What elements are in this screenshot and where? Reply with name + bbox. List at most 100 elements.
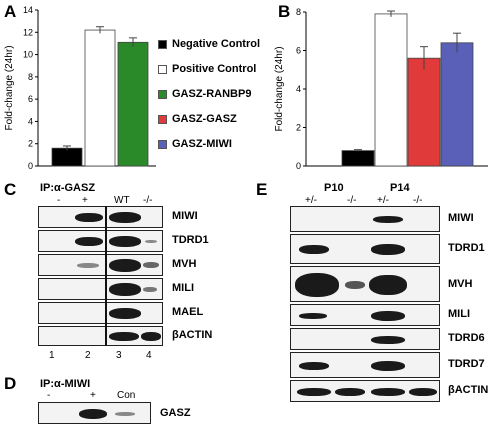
band: [299, 313, 327, 319]
bar: [51, 147, 83, 167]
blot-c-mael: [38, 302, 163, 324]
band: [75, 237, 103, 246]
blot-c-mvh: [38, 254, 163, 276]
ip-label-d: IP:α-MIWI: [40, 378, 91, 390]
lane-label-d1: -: [47, 390, 51, 401]
blot-c-miwi: [38, 206, 163, 228]
bar: [117, 41, 149, 167]
band: [299, 245, 329, 254]
blot-e-mili: [290, 304, 440, 326]
row-label-e-miwi: MIWI: [448, 212, 474, 224]
y-axis-title: Fold-change (24hr): [4, 45, 15, 130]
row-label-e-actin: βACTIN: [448, 384, 489, 396]
band: [109, 283, 141, 296]
band: [373, 216, 403, 223]
band: [371, 336, 405, 344]
blot-c-tdrd1: [38, 230, 163, 252]
panel-letter-c: C: [4, 180, 17, 199]
y-tick-label: 0: [28, 161, 33, 171]
band: [109, 212, 141, 223]
blot-e-tdrd6: [290, 328, 440, 350]
legend-label: Negative Control: [172, 38, 261, 50]
blot-e-tdrd7: [290, 352, 440, 378]
lane-label-e4: -/-: [413, 195, 423, 206]
band: [79, 409, 107, 419]
band: [299, 362, 329, 370]
legend-item: GASZ-RANBP9: [158, 88, 251, 100]
blot-e-actin: [290, 380, 440, 402]
blot-c-mili: [38, 278, 163, 300]
bar: [341, 150, 375, 167]
band: [145, 240, 157, 243]
row-label-e-tdrd1: TDRD1: [448, 242, 485, 254]
band: [345, 281, 365, 289]
band: [143, 262, 159, 268]
row-label-c-tdrd1: TDRD1: [172, 234, 209, 246]
band: [371, 311, 405, 321]
group-label-p10: P10: [324, 182, 344, 194]
y-tick-label: 2: [28, 139, 33, 149]
lane-label-e1: +/-: [305, 195, 317, 206]
band: [371, 361, 405, 371]
row-label-c-actin: βACTIN: [172, 329, 213, 341]
group-label-p14: P14: [390, 182, 410, 194]
blot-e-miwi: [290, 206, 440, 232]
lane-number-c4: 4: [146, 350, 152, 361]
row-label-e-mili: MILI: [448, 308, 470, 320]
y-tick-label: 8: [296, 7, 301, 17]
legend-swatch: [158, 64, 167, 74]
y-axis-title: Fold-change (24hr): [274, 46, 285, 131]
panel-letter-b: B: [278, 2, 291, 21]
legend-label: GASZ-GASZ: [172, 113, 237, 125]
y-tick-label: 10: [23, 50, 33, 60]
band: [369, 275, 407, 295]
band: [295, 273, 339, 297]
lane-label-c4: -/-: [143, 195, 153, 206]
lane-label-e2: -/-: [347, 195, 357, 206]
band: [371, 388, 405, 396]
row-label-c-mvh: MVH: [172, 258, 197, 270]
panel-letter-a: A: [4, 2, 17, 21]
band: [77, 263, 99, 268]
lane-label-d3: Con: [117, 390, 136, 401]
y-tick-label: 4: [296, 84, 301, 94]
lane-separator: [105, 206, 107, 346]
band: [115, 412, 135, 416]
legend-swatch: [158, 114, 167, 124]
row-label-c-mili: MILI: [172, 282, 194, 294]
row-label-d-gasz: GASZ: [160, 407, 191, 419]
panel-letter-e: E: [256, 180, 268, 199]
blot-e-tdrd1: [290, 234, 440, 264]
lane-number-c3: 3: [116, 350, 122, 361]
lane-number-c2: 2: [85, 350, 91, 361]
band: [297, 388, 331, 396]
legend-swatch: [158, 39, 167, 49]
row-label-e-tdrd6: TDRD6: [448, 332, 485, 344]
lane-number-c1: 1: [49, 350, 55, 361]
legend-swatch: [158, 139, 167, 149]
row-label-c-mael: MAEL: [172, 306, 204, 318]
y-tick-label: 6: [296, 46, 301, 56]
legend-label: Positive Control: [172, 63, 257, 75]
y-tick-label: 4: [28, 116, 33, 126]
legend-label: GASZ-MIWI: [172, 138, 232, 150]
band: [109, 308, 141, 319]
lane-label-c1: -: [57, 195, 61, 206]
band: [335, 388, 365, 396]
legend-item: Positive Control: [158, 63, 256, 75]
y-tick-label: 2: [296, 123, 301, 133]
lane-label-d2: +: [90, 390, 96, 401]
band: [75, 213, 103, 222]
lane-label-e3: +/-: [377, 195, 389, 206]
band: [141, 332, 161, 341]
lane-label-c3: WT: [114, 195, 130, 206]
row-label-c-miwi: MIWI: [172, 210, 198, 222]
band: [109, 236, 141, 247]
blot-d-gasz: [38, 402, 151, 424]
lane-label-c2: +: [82, 195, 88, 206]
row-label-e-mvh: MVH: [448, 278, 473, 290]
legend-item: Negative Control: [158, 38, 260, 50]
blot-c-actin: [38, 326, 163, 346]
chart-legend: Negative Control Positive Control GASZ-RAN…: [158, 38, 288, 168]
y-tick-label: 6: [28, 94, 33, 104]
